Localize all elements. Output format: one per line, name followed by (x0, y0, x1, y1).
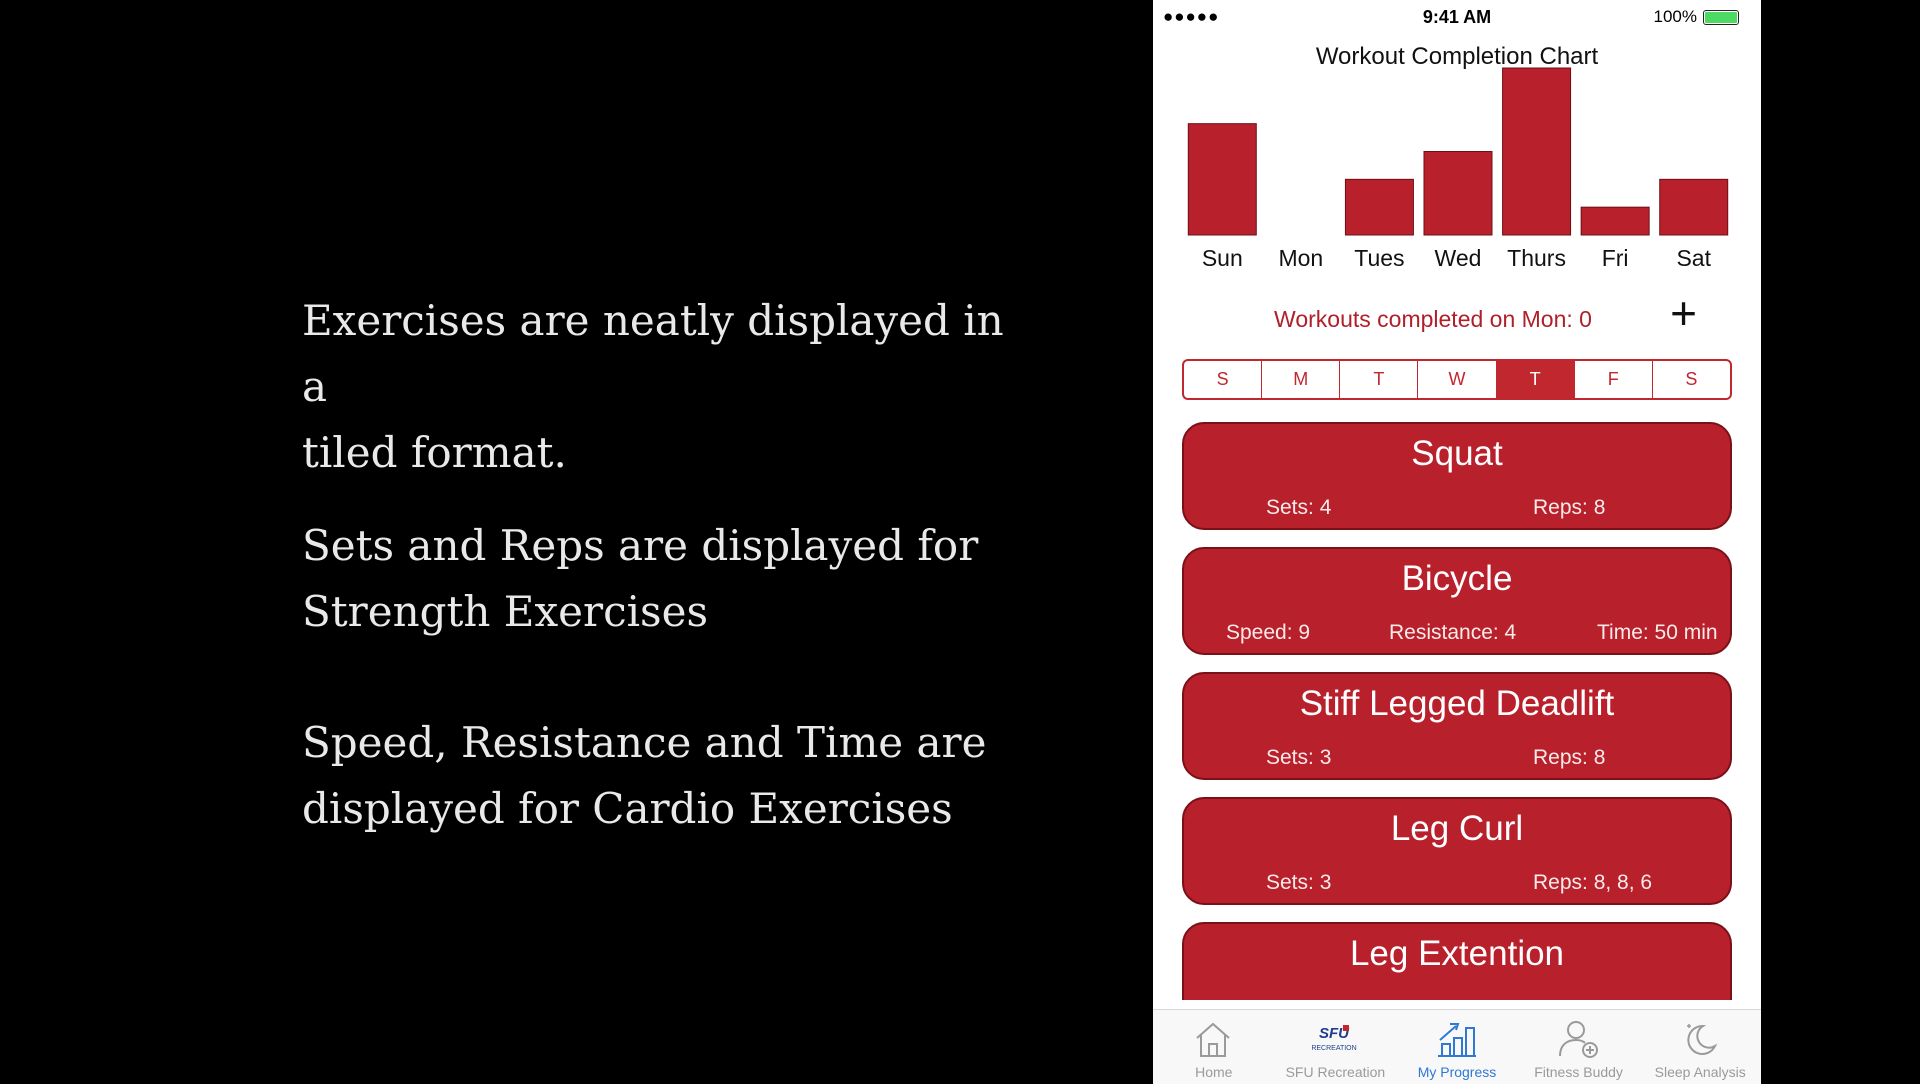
tab-label: Sleep Analysis (1654, 1064, 1746, 1080)
exercise-name: Squat (1411, 434, 1503, 473)
chart-title: Workout Completion Chart (1315, 43, 1599, 70)
workout-completion-chart: Sun Mon Tues Wed Thurs Fri Sat (1187, 67, 1729, 270)
signal-strength: ●●●●● (1163, 7, 1220, 26)
caption-cardio: Speed, Resistance and Time are displayed… (302, 718, 987, 833)
day-button-sun[interactable]: S (1184, 361, 1263, 398)
tick-label-wed: Wed (1435, 245, 1482, 270)
exercise-tile[interactable]: Stiff Legged Deadlift Sets: 3 Reps: 8 (1182, 672, 1732, 780)
tab-sfu-recreation[interactable]: SFU RECREATION SFU Recreation (1275, 1010, 1397, 1084)
exercise-stat: Reps: 8, 8, 6 (1533, 871, 1653, 894)
svg-text:RECREATION: RECREATION (1312, 1045, 1357, 1052)
tab-home[interactable]: Home (1153, 1010, 1275, 1084)
exercise-name: Stiff Legged Deadlift (1299, 684, 1615, 723)
tick-label-thurs: Thurs (1507, 245, 1566, 270)
moon-icon (1687, 1024, 1718, 1055)
exercise-list: Squat Sets: 4 Reps: 8 Bicycle Speed: 9 Resist… (1182, 422, 1732, 1000)
tab-label: Home (1195, 1064, 1233, 1080)
exercise-stat: Sets: 3 (1266, 746, 1332, 769)
exercise-tile[interactable]: Leg Curl Sets: 3 Reps: 8, 8, 6 (1182, 797, 1732, 905)
day-button-tue[interactable]: T (1340, 361, 1419, 398)
battery-icon (1703, 9, 1739, 25)
exercise-stat: Sets: 3 (1266, 871, 1332, 894)
exercise-stat: Resistance: 4 (1389, 621, 1517, 644)
exercise-stat: Reps: 8 (1533, 746, 1606, 769)
sfu-recreation-logo: SFU RECREATION (1312, 1025, 1357, 1052)
status-time: 9:41 AM (1422, 7, 1492, 27)
home-icon (1196, 1022, 1230, 1057)
add-buddy-icon (1558, 1021, 1598, 1058)
tick-label-sun: Sun (1202, 245, 1243, 270)
tab-label: Fitness Buddy (1534, 1064, 1623, 1080)
svg-text:SFU: SFU (1319, 1025, 1350, 1042)
day-button-mon[interactable]: M (1262, 361, 1341, 398)
tick-label-tues: Tues (1354, 245, 1404, 270)
tab-sleep-analysis[interactable]: Sleep Analysis (1639, 1010, 1761, 1084)
exercise-stat: Sets: 4 (1266, 496, 1332, 519)
exercise-name: Bicycle (1401, 559, 1513, 598)
tick-label-mon: Mon (1278, 245, 1323, 270)
tab-bar: Home SFU RECREATION SFU Recreation My Progre… (1153, 1009, 1761, 1084)
exercise-tile[interactable]: Squat Sets: 4 Reps: 8 (1182, 422, 1732, 530)
bar-sat (1659, 178, 1729, 236)
progress-chart-icon (1437, 1023, 1476, 1057)
workouts-completed-text: Workouts completed on Mon: 0 (1274, 306, 1592, 332)
status-right: 100% (1654, 7, 1739, 27)
caption-strength: Sets and Reps are displayed for Strength… (302, 521, 979, 636)
phone-screen: ●●●●● 9:41 AM 100% Workout Completion Ch… (1153, 0, 1761, 1084)
exercise-name: Leg Curl (1390, 809, 1524, 848)
exercise-name: Leg Extention (1349, 934, 1565, 973)
tick-label-sat: Sat (1676, 245, 1711, 270)
status-bar: ●●●●● 9:41 AM 100% (1153, 0, 1761, 34)
tab-label: My Progress (1417, 1064, 1497, 1080)
add-workout-button[interactable]: + (1670, 287, 1697, 339)
tab-label: SFU Recreation (1285, 1064, 1386, 1080)
daily-summary: Workouts completed on Mon: 0 + (1183, 287, 1731, 340)
day-button-fri[interactable]: F (1575, 361, 1653, 398)
exercise-tile[interactable]: Leg Extention (1182, 922, 1732, 1000)
bar-thurs (1502, 67, 1572, 236)
exercise-stat: Reps: 8 (1533, 496, 1606, 519)
exercise-tile[interactable]: Bicycle Speed: 9 Resistance: 4 Time: 50 min (1182, 547, 1732, 655)
bar-tues (1344, 178, 1414, 236)
exercise-stat: Time: 50 min (1597, 621, 1718, 644)
bar-fri (1580, 206, 1650, 236)
tab-my-progress[interactable]: My Progress (1396, 1010, 1518, 1084)
battery-percent: 100% (1653, 7, 1697, 26)
bar-sun (1187, 123, 1257, 236)
tick-label-fri: Fri (1602, 245, 1629, 270)
tab-fitness-buddy[interactable]: Fitness Buddy (1518, 1010, 1640, 1084)
bar-wed (1423, 151, 1493, 236)
day-button-wed[interactable]: W (1418, 361, 1497, 398)
day-button-sat[interactable]: S (1685, 369, 1698, 389)
exercise-stat: Speed: 9 (1226, 621, 1311, 644)
caption-tiled: Exercises are neatly displayed in a tile… (302, 296, 1004, 477)
day-button-thu[interactable]: T (1496, 361, 1575, 398)
